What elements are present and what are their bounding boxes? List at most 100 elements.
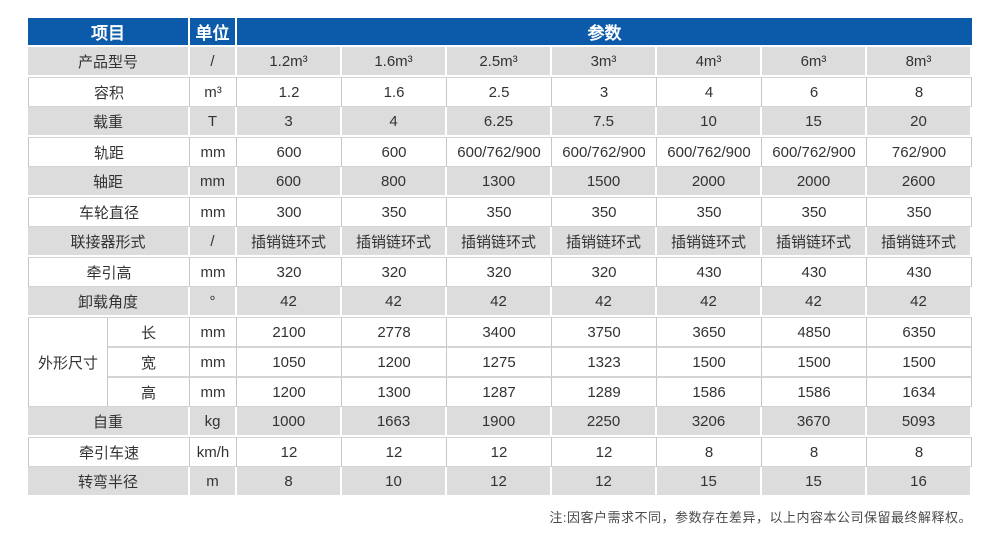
param-value: 1050 bbox=[237, 347, 342, 377]
param-value: 1287 bbox=[447, 377, 552, 407]
param-value: 600 bbox=[342, 137, 447, 167]
param-value: 15 bbox=[762, 107, 867, 137]
table-row: 高 mm 1200 1300 1287 1289 1586 1586 1634 bbox=[28, 377, 973, 407]
param-value: 320 bbox=[447, 257, 552, 287]
param-value: 4m³ bbox=[657, 47, 762, 77]
row-label: 牵引高 bbox=[28, 257, 190, 287]
row-unit: mm bbox=[190, 377, 237, 407]
row-label: 轨距 bbox=[28, 137, 190, 167]
footnote: 注:因客户需求不同，参数存在差异，以上内容本公司保留最终解释权。 bbox=[549, 510, 972, 525]
param-value: 1000 bbox=[237, 407, 342, 437]
table-row: 外形尺寸长 mm 2100 2778 3400 3750 3650 4850 6350 bbox=[28, 317, 973, 407]
param-value: 350 bbox=[762, 197, 867, 227]
row-label: 自重 bbox=[28, 407, 190, 437]
row-unit: ° bbox=[190, 287, 237, 317]
param-value: 600 bbox=[237, 167, 342, 197]
param-value: 430 bbox=[867, 257, 973, 287]
param-value: 350 bbox=[342, 197, 447, 227]
param-value: 320 bbox=[552, 257, 657, 287]
table-row: 轴距 mm 600 800 1300 1500 2000 2000 2600 bbox=[28, 167, 973, 197]
param-value: 7.5 bbox=[552, 107, 657, 137]
param-value: 300 bbox=[237, 197, 342, 227]
param-value: 1.2m³ bbox=[237, 47, 342, 77]
row-unit: mm bbox=[190, 167, 237, 197]
row-label: 轴距 bbox=[28, 167, 190, 197]
param-value: 6350 bbox=[867, 317, 973, 347]
table-row: 自重 kg 1000 1663 1900 2250 3206 3670 5093 bbox=[28, 407, 973, 437]
param-value: 插销链环式 bbox=[447, 227, 552, 257]
param-value: 12 bbox=[447, 437, 552, 467]
param-value: 20 bbox=[867, 107, 973, 137]
param-value: 350 bbox=[552, 197, 657, 227]
param-value: 2600 bbox=[867, 167, 973, 197]
param-value: 320 bbox=[237, 257, 342, 287]
param-value: 2000 bbox=[657, 167, 762, 197]
param-value: 1289 bbox=[552, 377, 657, 407]
row-unit: mm bbox=[190, 137, 237, 167]
row-unit: mm bbox=[190, 347, 237, 377]
param-value: 2000 bbox=[762, 167, 867, 197]
header-params: 参数 bbox=[237, 18, 973, 47]
header-unit: 单位 bbox=[190, 18, 237, 47]
table-row: 产品型号/1.2m³ 1.6m³ 2.5m³ 3m³ 4m³ 6m³ 8m³ bbox=[28, 47, 973, 77]
table-row: 轨距 mm 600 600 600/762/900 600/762/900 600/762/… bbox=[28, 137, 973, 167]
param-value: 插销链环式 bbox=[237, 227, 342, 257]
param-value: 1.6m³ bbox=[342, 47, 447, 77]
row-label: 长 bbox=[108, 317, 190, 347]
row-label: 宽 bbox=[108, 347, 190, 377]
param-value: 12 bbox=[237, 437, 342, 467]
param-value: 8 bbox=[237, 467, 342, 497]
param-value: 42 bbox=[552, 287, 657, 317]
param-value: 42 bbox=[237, 287, 342, 317]
param-value: 插销链环式 bbox=[657, 227, 762, 257]
row-unit: mm bbox=[190, 257, 237, 287]
param-value: 600/762/900 bbox=[657, 137, 762, 167]
param-value: 4850 bbox=[762, 317, 867, 347]
param-value: 42 bbox=[447, 287, 552, 317]
param-value: 1500 bbox=[657, 347, 762, 377]
param-value: 1634 bbox=[867, 377, 973, 407]
header-item: 项目 bbox=[28, 18, 190, 47]
param-value: 8 bbox=[657, 437, 762, 467]
row-label: 联接器形式 bbox=[28, 227, 190, 257]
param-value: 350 bbox=[657, 197, 762, 227]
param-value: 16 bbox=[867, 467, 973, 497]
param-value: 12 bbox=[552, 437, 657, 467]
param-value: 2250 bbox=[552, 407, 657, 437]
param-value: 1900 bbox=[447, 407, 552, 437]
param-value: 1275 bbox=[447, 347, 552, 377]
row-unit: / bbox=[190, 227, 237, 257]
row-label: 卸载角度 bbox=[28, 287, 190, 317]
row-unit: m³ bbox=[190, 77, 237, 107]
param-value: 600/762/900 bbox=[552, 137, 657, 167]
param-value: 6.25 bbox=[447, 107, 552, 137]
param-value: 8 bbox=[762, 437, 867, 467]
row-label: 牵引车速 bbox=[28, 437, 190, 467]
param-value: 6 bbox=[762, 77, 867, 107]
param-value: 1500 bbox=[867, 347, 973, 377]
table-row: 联接器形式 / 插销链环式 插销链环式 插销链环式 插销链环式 插销链环式 插销链环式 插销链环… bbox=[28, 227, 973, 257]
param-value: 8 bbox=[867, 77, 973, 107]
param-value: 3206 bbox=[657, 407, 762, 437]
table-row: 载重 T 3 4 6.25 7.5 10 15 20 bbox=[28, 107, 973, 137]
row-label: 产品型号 bbox=[28, 47, 190, 77]
row-unit: mm bbox=[190, 197, 237, 227]
dimension-group-label: 外形尺寸 bbox=[28, 317, 108, 407]
param-value: 5093 bbox=[867, 407, 973, 437]
param-value: 1.2 bbox=[237, 77, 342, 107]
row-unit: kg bbox=[190, 407, 237, 437]
param-value: 430 bbox=[762, 257, 867, 287]
param-value: 600/762/900 bbox=[447, 137, 552, 167]
table-row: 车轮直径 mm 300 350 350 350 350 350 350 bbox=[28, 197, 973, 227]
param-value: 42 bbox=[867, 287, 973, 317]
param-value: 1500 bbox=[552, 167, 657, 197]
param-value: 3400 bbox=[447, 317, 552, 347]
row-label: 载重 bbox=[28, 107, 190, 137]
table-header-row: 项目 单位 参数 bbox=[28, 18, 973, 47]
param-value: 3m³ bbox=[552, 47, 657, 77]
table-row: 卸载角度 ° 42 42 42 42 42 42 42 bbox=[28, 287, 973, 317]
row-unit: km/h bbox=[190, 437, 237, 467]
param-value: 600/762/900 bbox=[762, 137, 867, 167]
param-value: 12 bbox=[447, 467, 552, 497]
param-value: 1200 bbox=[342, 347, 447, 377]
